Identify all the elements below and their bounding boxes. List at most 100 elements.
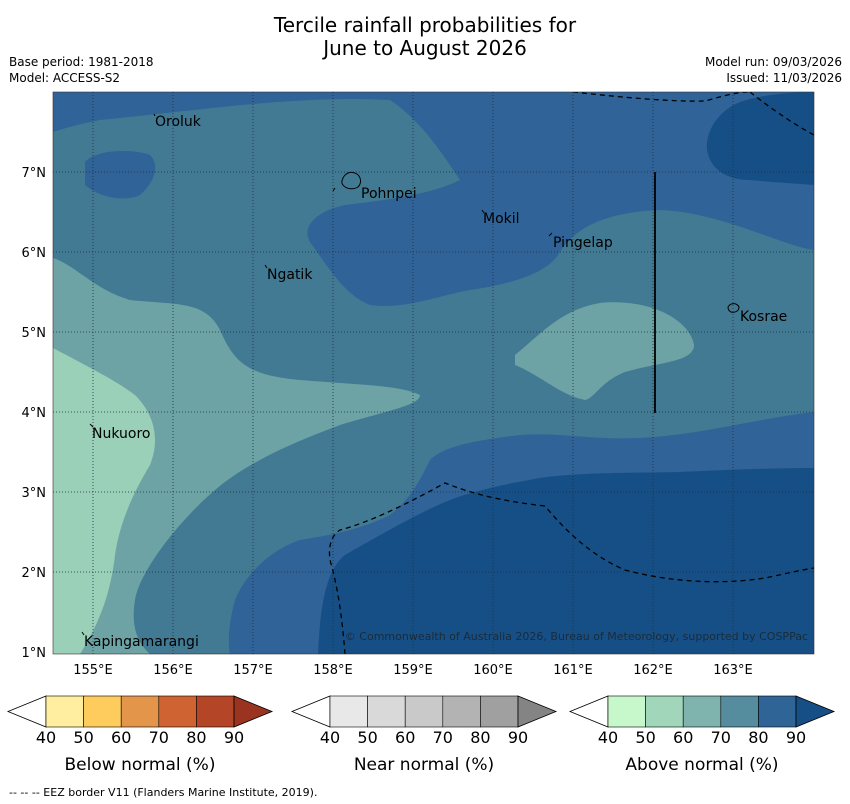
colorbar-tick-label: 80 <box>470 728 490 747</box>
lat-label: 4°N <box>22 406 47 421</box>
colorbar-tick-label: 50 <box>357 728 377 747</box>
colorbar-segment <box>83 695 122 728</box>
lon-label: 158°E <box>313 663 353 678</box>
lat-label: 7°N <box>22 166 47 181</box>
near-normal-label: Near normal (%) <box>353 755 495 775</box>
lat-label: 5°N <box>22 326 47 341</box>
probability-shading <box>53 92 814 654</box>
colorbar-segment <box>720 695 759 728</box>
colorbar-tick-label: 50 <box>635 728 655 747</box>
colorbar-high-arrow <box>795 695 836 728</box>
colorbar-segment <box>607 695 646 728</box>
colorbar-tick-label: 60 <box>395 728 415 747</box>
place-nukuoro: Nukuoro <box>92 426 150 442</box>
colorbar-tick-label: 50 <box>73 728 93 747</box>
colorbar-low-arrow <box>290 695 331 728</box>
lon-label: 161°E <box>553 663 593 678</box>
below-normal-label: Below normal (%) <box>64 755 216 775</box>
eez-border-south <box>328 482 814 654</box>
kapinga-marker <box>81 631 85 636</box>
band-60-70-west <box>53 258 420 654</box>
colorbar-segment <box>329 695 368 728</box>
colorbar-segment <box>45 695 84 728</box>
colorbar-segment <box>120 695 160 728</box>
colorbar-above-normal: 40 50 60 70 80 90 <box>568 695 836 747</box>
colorbar-near-normal: 40 50 60 70 80 90 <box>290 695 558 747</box>
band-80-90-blob <box>85 150 156 199</box>
atoll-markers <box>81 113 553 636</box>
colorbar-tick-label: 60 <box>111 728 131 747</box>
above-normal-label: Above normal (%) <box>625 755 779 775</box>
map-frame <box>52 91 815 655</box>
place-ngatik: Ngatik <box>267 267 313 283</box>
colorbar-segment <box>404 695 444 728</box>
lon-label: 162°E <box>633 663 673 678</box>
lon-label: 160°E <box>473 663 513 678</box>
lat-label: 6°N <box>22 246 47 261</box>
colorbar-high-arrow <box>517 695 558 728</box>
colorbar-tick-label: 40 <box>598 728 618 747</box>
colorbar-segment <box>367 695 406 728</box>
copyright-notice: © Commonwealth of Australia 2026, Bureau… <box>345 630 808 643</box>
lat-label: 3°N <box>22 486 47 501</box>
ngatik-marker <box>264 264 268 269</box>
lon-label: 159°E <box>393 663 433 678</box>
eez-footnote: -- -- -- EEZ border V11 (Flanders Marine… <box>9 786 318 799</box>
map-title-line1: Tercile rainfall probabilities for <box>273 13 577 37</box>
mokil-marker <box>481 209 485 214</box>
colorbar-segment <box>158 695 197 728</box>
colorbar-segment <box>645 695 684 728</box>
lat-label: 1°N <box>22 646 47 661</box>
colorbar-tick-label: 80 <box>186 728 206 747</box>
map-title-line2: June to August 2026 <box>323 36 527 60</box>
place-pingelap: Pingelap <box>553 235 613 251</box>
lon-label: 157°E <box>233 663 273 678</box>
pohnpei-island <box>341 171 361 190</box>
eez-borders <box>328 92 814 654</box>
colorbar-below-normal: 40 50 60 70 80 90 <box>6 695 274 747</box>
model-name: Model: ACCESS-S2 <box>9 71 121 85</box>
colorbar-tick-label: 70 <box>711 728 731 747</box>
graticule <box>53 92 814 654</box>
lon-label: 156°E <box>153 663 193 678</box>
band-50-60 <box>53 348 155 654</box>
lat-label: 2°N <box>22 566 47 581</box>
colorbar-tick-label: 90 <box>508 728 528 747</box>
issued-date: Issued: 11/03/2026 <box>726 71 842 85</box>
pohnpei-islet <box>332 187 336 192</box>
kosrae-island <box>727 303 740 313</box>
band-60-70-east <box>515 302 694 400</box>
colorbar-segment <box>442 695 481 728</box>
colorbar-segment <box>480 695 519 728</box>
colorbar-tick-label: 90 <box>786 728 806 747</box>
pingelap-marker <box>548 232 553 237</box>
colorbar-tick-label: 70 <box>433 728 453 747</box>
band-90-plus-north <box>706 92 814 185</box>
band-80-90-north <box>53 92 814 307</box>
colorbar-tick-label: 40 <box>320 728 340 747</box>
model-run: Model run: 09/03/2026 <box>704 55 842 69</box>
colorbar-tick-label: 60 <box>673 728 693 747</box>
place-mokil: Mokil <box>483 211 520 227</box>
place-oroluk: Oroluk <box>155 114 202 130</box>
colorbar-tick-label: 90 <box>224 728 244 747</box>
eez-border-northeast <box>749 92 814 136</box>
oroluk-marker <box>153 113 156 117</box>
place-kapingamarangi: Kapingamarangi <box>84 634 199 650</box>
colorbar-low-arrow <box>6 695 47 728</box>
colorbar-low-arrow <box>568 695 609 728</box>
colorbar-tick-label: 40 <box>36 728 56 747</box>
lon-label: 163°E <box>713 663 753 678</box>
lon-label: 155°E <box>73 663 113 678</box>
place-pohnpei: Pohnpei <box>361 186 417 202</box>
colorbar-segment <box>758 695 797 728</box>
colorbar-tick-label: 70 <box>149 728 169 747</box>
place-kosrae: Kosrae <box>740 309 787 325</box>
nukuoro-marker <box>89 423 94 428</box>
colorbar-tick-label: 80 <box>748 728 768 747</box>
band-90-plus-south <box>318 468 814 654</box>
colorbar-high-arrow <box>233 695 274 728</box>
colorbar-segment <box>682 695 722 728</box>
colorbar-segment <box>196 695 235 728</box>
